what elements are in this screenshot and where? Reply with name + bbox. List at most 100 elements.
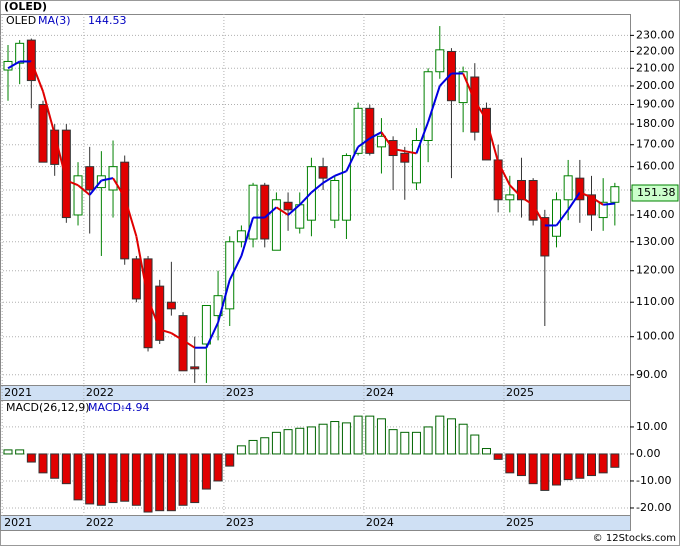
ma-line [101, 177, 114, 182]
ma-line [217, 279, 231, 323]
x-tick-label: 2021 [4, 386, 32, 399]
candle-body [551, 199, 561, 237]
macd-bar [143, 453, 153, 513]
ma-line [135, 236, 150, 300]
candle-body [283, 201, 293, 211]
macd-bar [26, 453, 36, 463]
y-tick-label: 200.00 [636, 79, 675, 92]
macd-bar [306, 426, 316, 455]
ma-line [579, 191, 592, 199]
macd-bar [295, 427, 305, 455]
candle-body [318, 166, 328, 179]
macd-bar [178, 453, 188, 506]
macd-bar [505, 453, 515, 474]
y-tick-label: 0.00 [636, 447, 661, 460]
macd-bar [61, 453, 71, 485]
macd-legend: MACD: [88, 401, 125, 414]
macd-bar [481, 448, 491, 455]
ma-line [509, 184, 523, 199]
ma-line [65, 179, 79, 187]
candle-body [15, 42, 25, 64]
macd-bar [50, 453, 60, 479]
macd-bar [85, 453, 95, 505]
macd-bar [353, 415, 363, 455]
ma-line [77, 184, 91, 196]
ma-line [182, 339, 196, 349]
macd-bar [400, 431, 410, 455]
y-tick-label: 170.00 [636, 138, 675, 151]
candle-body [26, 39, 36, 82]
ma-line [462, 73, 476, 102]
y-tick-label: 100.00 [636, 330, 675, 343]
candle-body [446, 50, 456, 102]
candle-body [411, 139, 421, 184]
macd-bar [283, 429, 293, 455]
ma-line [567, 191, 581, 211]
macd-bar [411, 431, 421, 455]
macd-bar [587, 453, 596, 477]
legend-ma-value: 144.53 [88, 14, 127, 27]
ma-line [112, 177, 126, 198]
footer: © 12Stocks.com [593, 533, 676, 544]
macd-bar [260, 437, 270, 455]
ma-line [520, 196, 534, 206]
ma-line [228, 255, 243, 281]
candle-body [271, 199, 281, 251]
x-tick-label: 2022 [86, 516, 114, 529]
ma-line [369, 131, 382, 140]
ma-line [30, 61, 44, 92]
candle-body [120, 161, 130, 260]
x-tick-label: 2024 [366, 516, 394, 529]
ma-line [439, 72, 453, 87]
ma-line [7, 60, 21, 70]
candle-body [470, 76, 480, 133]
ma-line [123, 197, 138, 237]
candle-body [225, 241, 235, 310]
ma-line [275, 206, 289, 216]
ma-line [170, 332, 184, 342]
candle-body [423, 71, 433, 141]
ma-line [264, 206, 278, 219]
chart-title: (OLED) [4, 0, 47, 13]
year-band [0, 515, 631, 531]
macd-bar [446, 418, 456, 455]
macd-bar [38, 453, 48, 474]
candle-body [166, 301, 176, 310]
ma-line [88, 179, 103, 196]
macd-bar [470, 434, 480, 455]
candle-body [190, 366, 200, 370]
candle-body [353, 107, 363, 154]
macd-bar [190, 453, 200, 504]
x-tick-label: 2024 [366, 386, 394, 399]
price-tag [631, 184, 679, 202]
ma-line [427, 85, 441, 123]
y-tick-label: -20.00 [636, 501, 671, 514]
candle-body [435, 49, 445, 73]
candle-body [376, 135, 386, 148]
ma-line [53, 133, 68, 181]
ma-line [299, 191, 313, 206]
candle-body [587, 194, 596, 216]
macd-bar [540, 453, 550, 491]
macd-bar [376, 418, 386, 455]
candle-body [540, 217, 550, 257]
ma-line [205, 322, 219, 349]
x-tick-label: 2022 [86, 386, 114, 399]
macd-bar [166, 453, 176, 512]
ma-line [334, 170, 347, 177]
macd-bar [108, 453, 118, 504]
macd-bar [598, 453, 608, 474]
macd-bar [155, 453, 165, 512]
candle-body [563, 175, 573, 201]
candle-body [131, 258, 141, 300]
ma-line [240, 217, 255, 257]
macd-bar [423, 426, 433, 455]
y-tick-label: 10.00 [636, 420, 668, 433]
candle-body [528, 179, 538, 221]
y-tick-label: 220.00 [636, 44, 675, 57]
macd-bar [213, 453, 223, 482]
ma-line [404, 150, 417, 155]
macd-bar [516, 453, 526, 477]
ma-line [485, 119, 500, 163]
